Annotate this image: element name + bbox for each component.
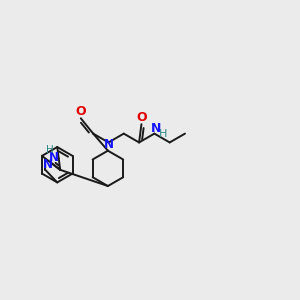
- Text: N: N: [49, 152, 59, 164]
- Text: N: N: [151, 122, 161, 135]
- Text: O: O: [75, 105, 86, 118]
- Text: N: N: [43, 158, 52, 170]
- Text: H: H: [158, 129, 167, 139]
- Text: N: N: [104, 138, 114, 151]
- Text: O: O: [137, 111, 147, 124]
- Text: H: H: [46, 145, 54, 154]
